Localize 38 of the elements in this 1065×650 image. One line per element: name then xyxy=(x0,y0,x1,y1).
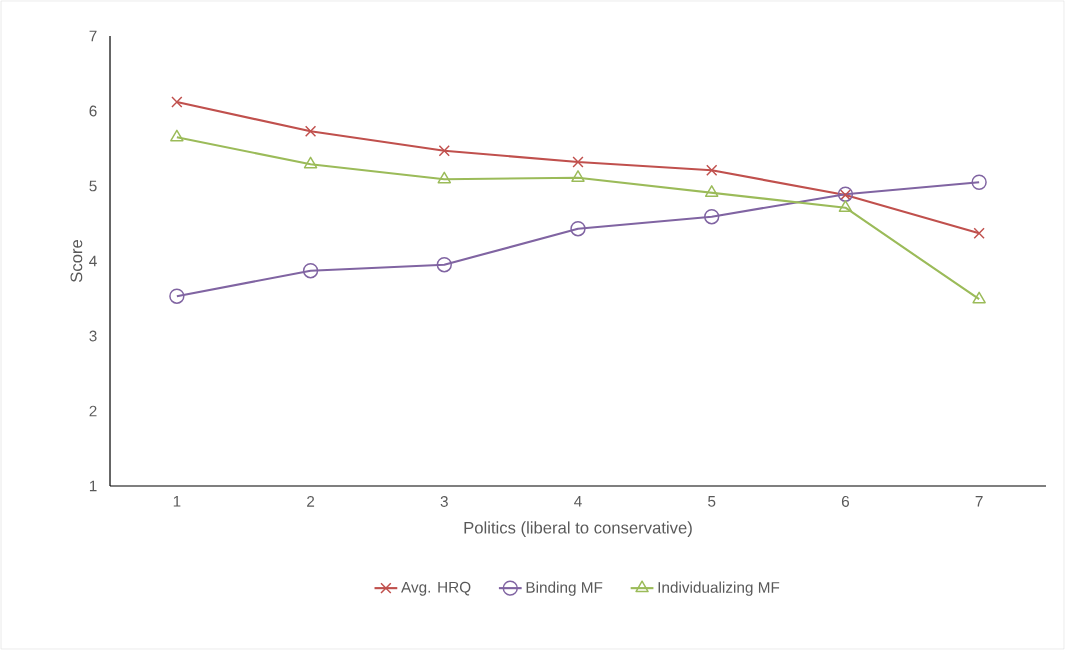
x-tick-label: 6 xyxy=(841,496,849,507)
point xyxy=(706,164,718,176)
legend-label: Binding MF xyxy=(526,581,603,596)
point xyxy=(438,145,450,157)
point xyxy=(570,221,586,237)
y-tick-label: 1 xyxy=(89,480,97,492)
y-tick-label: 2 xyxy=(89,405,97,417)
x-tick-label: 4 xyxy=(574,496,582,507)
point xyxy=(437,171,452,184)
point xyxy=(169,288,185,304)
y-tick-label: 6 xyxy=(89,105,97,117)
point xyxy=(302,263,319,279)
y-tick-label: 3 xyxy=(89,330,97,342)
point xyxy=(303,156,318,169)
point xyxy=(571,170,585,182)
y-tick-label: 7 xyxy=(89,30,97,42)
x-axis-title: Politics (liberal to conservative) xyxy=(464,521,692,537)
point xyxy=(304,125,317,137)
x-tick-label: 1 xyxy=(173,496,181,507)
legend-label: Individualizing MF xyxy=(658,581,780,596)
point xyxy=(170,129,184,142)
legend-label: Avg. HRQ xyxy=(401,581,471,596)
x-tick-label: 7 xyxy=(975,496,983,507)
x-tick-label: 2 xyxy=(307,496,315,507)
point xyxy=(973,227,985,239)
y-axis-title: Score xyxy=(70,239,83,283)
x-tick-label: 3 xyxy=(440,496,448,507)
point xyxy=(436,257,452,273)
x-tick-label: 5 xyxy=(708,496,716,507)
point xyxy=(704,185,719,197)
y-tick-label: 5 xyxy=(89,180,97,192)
point xyxy=(171,96,183,108)
y-tick-label: 4 xyxy=(89,255,97,267)
point xyxy=(704,209,720,225)
point xyxy=(838,200,853,212)
point xyxy=(972,291,986,304)
point xyxy=(572,156,584,168)
point xyxy=(971,174,987,190)
